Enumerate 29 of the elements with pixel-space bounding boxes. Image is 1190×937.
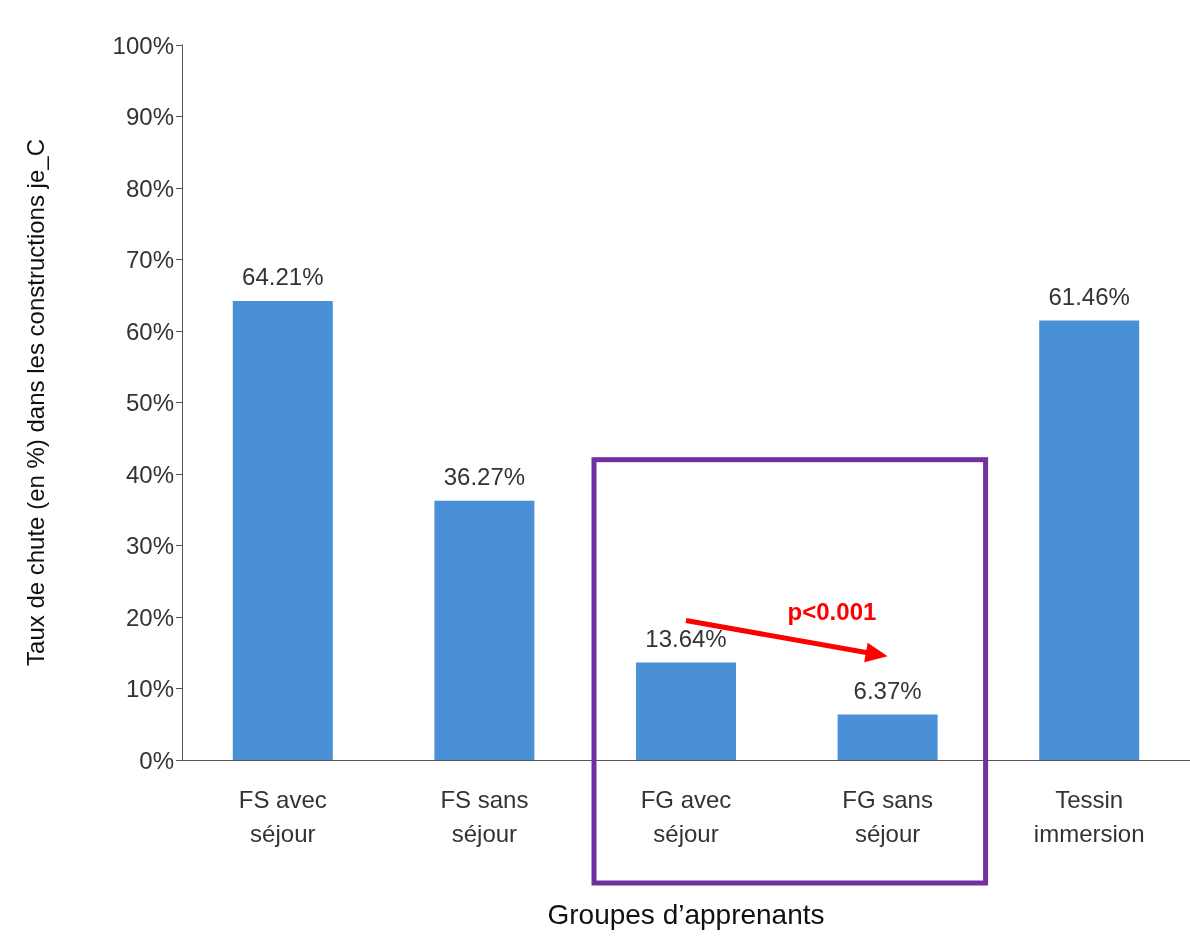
- data-label: 61.46%: [1048, 283, 1130, 311]
- data-label: 13.64%: [645, 624, 727, 652]
- y-axis-title: Taux de chute (en %) dans les constructions je_C: [21, 139, 49, 666]
- bar: [837, 714, 938, 760]
- bar: [434, 500, 535, 760]
- y-tick-label: 80%: [125, 174, 174, 202]
- y-tick-label: 40%: [125, 460, 174, 488]
- y-tick-label: 20%: [125, 603, 174, 631]
- annotation: p<0.001: [787, 597, 877, 625]
- x-tick-label: FG avec séjour: [640, 785, 732, 847]
- x-tick-label: Tessin immersion: [1033, 785, 1145, 847]
- y-tick-label: 70%: [125, 246, 174, 273]
- x-axis-title: Groupes d’apprenants: [547, 898, 825, 930]
- y-tick-label: 90%: [125, 103, 174, 130]
- y-tick-label: 0%: [139, 746, 174, 774]
- y-tick-label: 10%: [125, 675, 174, 702]
- x-tick-label: FS sans séjour: [440, 785, 529, 847]
- y-tick-label: 50%: [125, 389, 174, 416]
- data-label: 64.21%: [242, 263, 324, 291]
- y-tick-label: 60%: [125, 317, 174, 345]
- x-tick-label: FG sans séjour: [842, 785, 933, 847]
- data-label: 36.27%: [443, 463, 526, 491]
- bar: [232, 300, 333, 760]
- y-tick-label: 30%: [125, 532, 174, 559]
- bar: [1039, 320, 1140, 760]
- x-tick-label: FS avec séjour: [238, 785, 327, 847]
- y-tick-label: 100%: [112, 31, 174, 59]
- data-label: 6.37%: [853, 676, 922, 704]
- bar: [636, 662, 736, 760]
